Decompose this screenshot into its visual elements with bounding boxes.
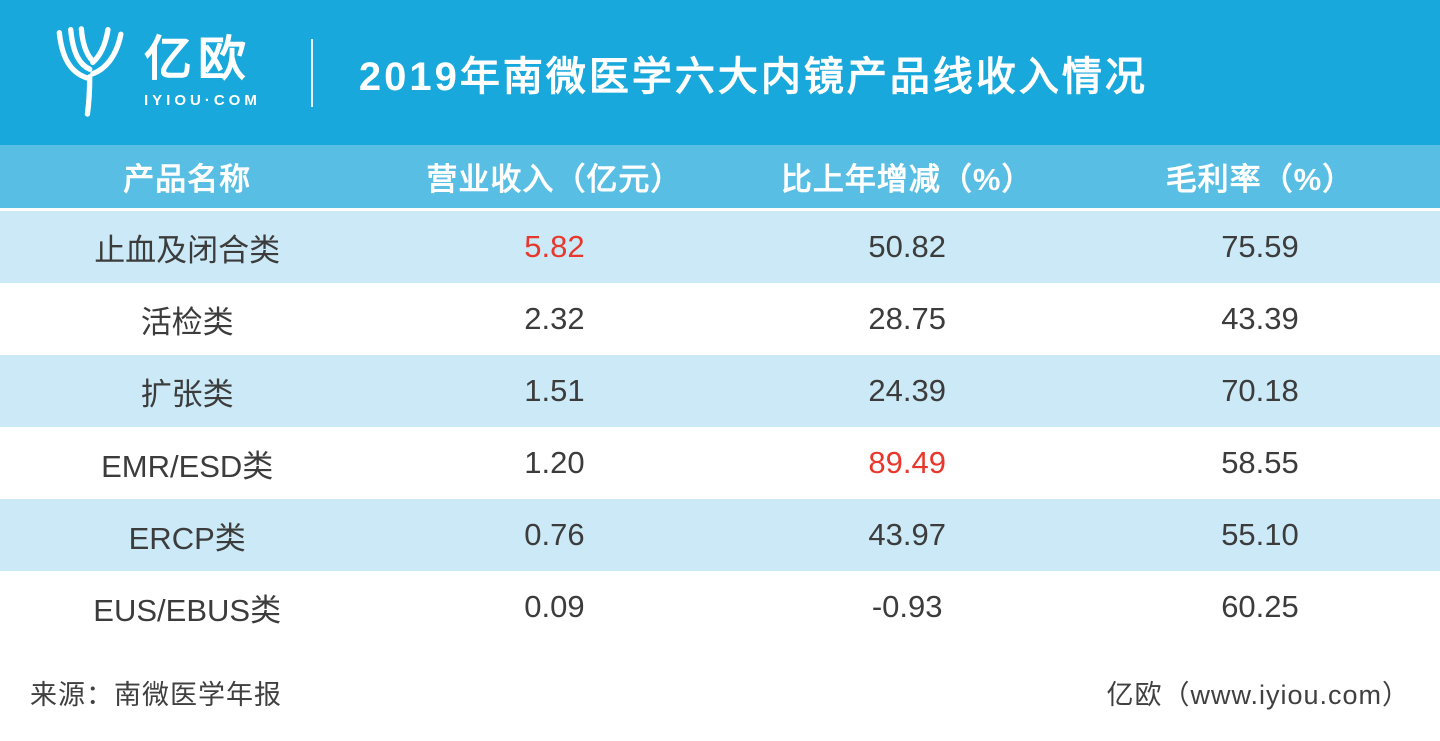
cell-growth: 24.39 bbox=[868, 373, 946, 408]
cell-revenue: 5.82 bbox=[524, 229, 585, 264]
cell-growth: 89.49 bbox=[868, 445, 946, 480]
cell-product-name: ERCP类 bbox=[128, 520, 246, 556]
logo-wordmark: 亿欧 bbox=[144, 33, 253, 86]
table-header-row: 产品名称 营业收入（亿元） 比上年增减（%） 毛利率（%） bbox=[0, 145, 1440, 211]
cell-margin: 43.39 bbox=[1221, 301, 1299, 336]
cell-revenue: 2.32 bbox=[524, 301, 585, 336]
cell-product-name: EUS/EBUS类 bbox=[93, 592, 282, 628]
cell-margin: 60.25 bbox=[1221, 589, 1299, 624]
cell-margin: 70.18 bbox=[1221, 373, 1299, 408]
source-note: 来源：南微医学年报 bbox=[30, 679, 282, 710]
table-row: 扩张类 1.51 24.39 70.18 bbox=[0, 355, 1440, 427]
cell-revenue: 1.51 bbox=[524, 373, 585, 408]
table-row: EMR/ESD类 1.20 89.49 58.55 bbox=[0, 427, 1440, 499]
cell-growth: 50.82 bbox=[868, 229, 946, 264]
cell-product-name: 活检类 bbox=[140, 304, 234, 340]
cell-revenue: 0.09 bbox=[524, 589, 585, 624]
credit-note: 亿欧（www.iyiou.com） bbox=[1106, 679, 1410, 710]
footer: 来源：南微医学年报 亿欧（www.iyiou.com） bbox=[0, 643, 1440, 741]
table-row: 活检类 2.32 28.75 43.39 bbox=[0, 283, 1440, 355]
cell-product-name: 扩张类 bbox=[140, 376, 234, 412]
page-title: 2019年南微医学六大内镜产品线收入情况 bbox=[358, 54, 1148, 99]
cell-growth: -0.93 bbox=[871, 589, 943, 624]
cell-growth: 28.75 bbox=[868, 301, 946, 336]
cell-margin: 75.59 bbox=[1221, 229, 1299, 264]
cell-margin: 58.55 bbox=[1221, 445, 1299, 480]
column-header-growth: 比上年增减（%） bbox=[780, 162, 1034, 197]
logo-text-block: 亿欧 IYIOU·COM bbox=[144, 33, 261, 110]
column-header-margin: 毛利率（%） bbox=[1165, 162, 1355, 197]
column-header-revenue: 营业收入（亿元） bbox=[426, 162, 683, 197]
logo-domain-text: IYIOU·COM bbox=[144, 92, 261, 109]
banner-divider bbox=[310, 38, 313, 107]
table-row: ERCP类 0.76 43.97 55.10 bbox=[0, 499, 1440, 571]
column-header-product: 产品名称 bbox=[123, 162, 252, 197]
header-banner: 亿欧 IYIOU·COM 2019年南微医学六大内镜产品线收入情况 bbox=[0, 0, 1440, 145]
table-row: EUS/EBUS类 0.09 -0.93 60.25 bbox=[0, 571, 1440, 643]
cell-revenue: 1.20 bbox=[524, 445, 585, 480]
table-row: 止血及闭合类 5.82 50.82 75.59 bbox=[0, 211, 1440, 283]
iyiou-logo: 亿欧 IYIOU·COM bbox=[54, 25, 261, 120]
cell-revenue: 0.76 bbox=[524, 517, 585, 552]
cell-growth: 43.97 bbox=[868, 517, 946, 552]
cell-product-name: 止血及闭合类 bbox=[94, 232, 281, 268]
iyiou-logo-icon bbox=[56, 25, 124, 117]
cell-product-name: EMR/ESD类 bbox=[101, 448, 274, 484]
cell-margin: 55.10 bbox=[1221, 517, 1299, 552]
